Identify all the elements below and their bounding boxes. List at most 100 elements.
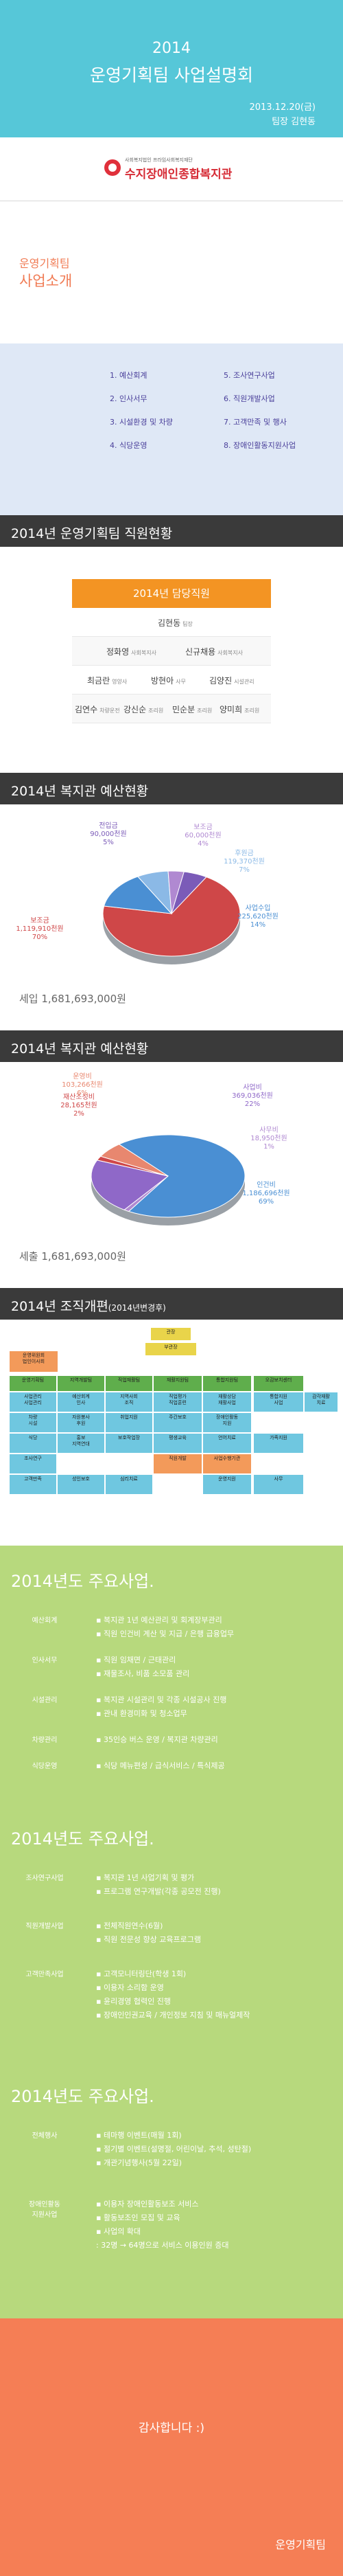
staff-name: 양미희 조리원 <box>220 705 260 714</box>
staff-name: 김연수 차량운전 <box>75 705 120 714</box>
business-line: ▪ 개관기념행사(5월 22일) <box>96 2158 182 2167</box>
slice-label: 70% <box>32 934 47 941</box>
org-box: 조사연구 <box>10 1454 56 1473</box>
org-box: 직원개발 <box>154 1454 202 1473</box>
org-box: 심리치료 <box>106 1475 152 1494</box>
business-line: ▪ 사업의 확대 <box>96 2227 141 2236</box>
business-label: 장애인활동 지원사업 <box>29 2201 60 2219</box>
intro-item: 8. 장애인활동지원사업 <box>224 441 296 450</box>
slice-label: 90,000천원 <box>90 830 126 838</box>
slice-label: 1,119,910천원 <box>16 925 63 933</box>
slice-label: 후원금 <box>235 849 254 857</box>
table-row: 최금란 영양사 방현아 사무 김양진 시설관리 <box>72 666 271 694</box>
logo-subtext: 사회복지법인 프라임사회복지재단 <box>125 157 193 163</box>
organization-logo: 사회복지법인 프라임사회복지재단 수지장애인종합복지관 <box>104 157 241 183</box>
business-slide-3: 2014년도 주요사업. 전체행사 ▪ 테마행 이벤트(매월 1회) ▪ 절기별 이… <box>0 2061 343 2318</box>
org-box: 사무 <box>254 1475 303 1494</box>
business-label: 조사연구사업 <box>25 1875 64 1882</box>
staff-name: 김양진 시설관리 <box>209 676 255 686</box>
intro-item: 5. 조사연구사업 <box>224 371 275 380</box>
business-line: ▪ 식당 메뉴편성 / 급식서비스 / 특식제공 <box>96 1761 225 1770</box>
slide-title: 2014년 복지관 예산현황 <box>11 784 149 799</box>
slide-title: 2014년 운영기획팀 직원현황 <box>11 526 173 541</box>
org-box: 재활지원팀 <box>154 1376 202 1391</box>
org-box: 사업관리 사업관리 <box>10 1392 56 1412</box>
cover-slide: 2014 운영기획팀 사업설명회 2013.12.20(금) 팀장 김현동 사회… <box>0 0 343 343</box>
org-box: 운영지원 <box>203 1475 251 1494</box>
slice-label: 재산조성비 <box>63 1093 95 1101</box>
slice-label: 225,620천원 <box>237 912 279 920</box>
slide-title: 2014년 조직개편(2014년변경후) <box>11 1299 166 1314</box>
org-box: 홍보 지역연대 <box>58 1434 104 1453</box>
pie-slice <box>91 1160 169 1210</box>
slice-label: 69% <box>259 1198 274 1206</box>
slice-label: 4% <box>198 840 209 848</box>
org-box: 지역개발팀 <box>58 1376 104 1391</box>
staff-slide: 2014년 운영기획팀 직원현황 2014년 담당직원 김현동 팀장 정화영 사회복… <box>0 515 343 773</box>
org-box: 사업수행기관 <box>203 1454 251 1473</box>
closing-slide: 감사합니다 :) 운영기획팀 <box>0 2318 343 2576</box>
pie-slice <box>171 871 207 914</box>
business-label: 직원개발사업 <box>25 1923 64 1930</box>
org-box: 고객만족 <box>10 1475 56 1494</box>
business-slide-1: 2014년도 주요사업. 예산회계 ▪ 복지관 1년 예산관리 및 회계장부관리 ▪… <box>0 1546 343 1803</box>
business-line: ▪ 복지관 1년 예산관리 및 회계장부관리 <box>96 1616 222 1625</box>
business-line: ▪ 관내 환경미화 및 청소업무 <box>96 1709 187 1718</box>
business-label: 고객만족사업 <box>25 1971 64 1978</box>
slide-title-band: 2014년 복지관 예산현황 <box>0 773 343 804</box>
business-line: ▪ 이용자 장애인활동보조 서비스 <box>96 2200 199 2208</box>
expense-total: 세출 1,681,693,000원 <box>19 1250 126 1263</box>
section-title: 사업소개 <box>19 273 73 289</box>
business-label: 인사서무 <box>32 1657 58 1664</box>
staff-name: 김현동 팀장 <box>158 618 193 628</box>
cover-band <box>0 0 343 137</box>
business-line: ▪ 장애인인권교육 / 개인정보 지침 및 매뉴얼제작 <box>96 2011 250 2020</box>
staff-table: 김현동 팀장 정화영 사회복지사 신규채용 사회복지사 최금란 영양사 방현아 사무 김양… <box>72 608 271 723</box>
org-box: 직업재활팀 <box>106 1376 152 1391</box>
org-box: 부관장 <box>145 1343 196 1355</box>
section-team: 운영기획팀 <box>19 257 70 270</box>
slide-title-band: 2014년 운영기획팀 직원현황 <box>0 515 343 547</box>
intro-item: 4. 식당운영 <box>110 441 147 450</box>
org-box: 관장 <box>151 1328 191 1340</box>
pie-slice <box>118 1134 246 1218</box>
income-chart-slide: 2014년 복지관 예산현황 보조금 1,119,910천원 70% 사업수입 225,… <box>0 773 343 1030</box>
slice-label: 22% <box>245 1100 260 1108</box>
intro-item: 6. 직원개발사업 <box>224 394 275 403</box>
org-box: 차량 시설 <box>10 1413 56 1432</box>
staff-name: 방현아 사무 <box>151 676 186 686</box>
business-line: ▪ 복지관 시설관리 및 각종 시설공사 진행 <box>96 1695 227 1704</box>
slide-title-band: 2014년 조직개편(2014년변경후) <box>0 1288 343 1320</box>
business-line: ▪ 35인승 버스 운영 / 복지관 차량관리 <box>96 1735 218 1744</box>
business-line: ▪ 직원 전문성 향상 교육프로그램 <box>96 1935 202 1944</box>
slice-label: 6% <box>77 1089 88 1097</box>
slice-label: 18,950천원 <box>250 1134 287 1142</box>
business-line: : 32명 → 64명으로 서비스 이용인원 증대 <box>96 2241 229 2250</box>
slide-title: 2014년도 주요사업. <box>11 1572 154 1591</box>
income-total: 세입 1,681,693,000원 <box>19 993 126 1005</box>
slice-label: 1,186,696천원 <box>242 1189 289 1197</box>
business-label: 차량관리 <box>32 1737 58 1744</box>
slice-label: 인건비 <box>257 1181 276 1189</box>
income-pie-chart: 보조금1,119,910천원70%사업수입225,620천원14%후원금119,… <box>16 821 279 964</box>
business-line: ▪ 고객모니터링단(학생 1회) <box>96 1969 187 1978</box>
org-box: 장애인활동 지원 <box>203 1413 251 1432</box>
org-box: 운영위원회 법인이사회 <box>10 1351 58 1372</box>
slice-label: 2% <box>73 1110 84 1118</box>
business-line: ▪ 직원 인건비 계산 및 지급 / 은행 급융업무 <box>96 1629 235 1638</box>
staff-name: 민순분 조리원 <box>172 705 213 714</box>
org-box: 지역사회 조직 <box>106 1392 152 1412</box>
slice-label: 1% <box>263 1143 274 1151</box>
org-box: 자원봉사 후원 <box>58 1413 104 1432</box>
staff-name: 신규채용 사회복지사 <box>185 647 243 657</box>
org-box: 재활상담 재활사업 <box>203 1392 251 1412</box>
slice-label: 5% <box>103 839 114 846</box>
expense-chart-slide: 2014년 복지관 예산현황 인건비 1,186,696천원 69% 사무비 18,95… <box>0 1030 343 1288</box>
table-row: 정화영 사회복지사 신규채용 사회복지사 <box>72 637 271 666</box>
slice-label: 운영비 <box>73 1072 92 1081</box>
org-box: 식당 <box>10 1434 56 1453</box>
cover-presenter: 팀장 김현동 <box>272 117 316 127</box>
slide-title: 2014년도 주요사업. <box>11 1829 154 1849</box>
cover-year: 2014 <box>152 40 191 57</box>
